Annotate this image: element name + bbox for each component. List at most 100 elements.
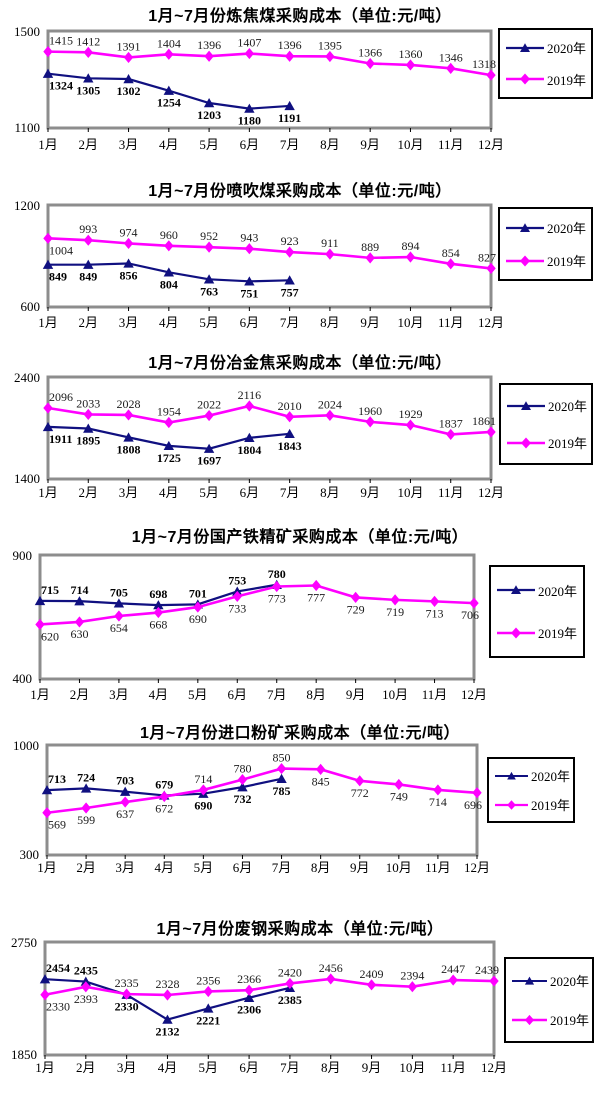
x-tick-label: 1月	[37, 860, 57, 875]
data-label: 2394	[400, 969, 424, 983]
y-axis-max-label: 1500	[14, 24, 40, 39]
triangle-line-marker-icon	[506, 222, 544, 232]
x-tick-label: 11月	[440, 1060, 466, 1075]
data-label: 2306	[237, 1003, 261, 1017]
data-label: 1318	[472, 57, 496, 71]
diamond-marker-icon	[120, 796, 130, 808]
data-label: 719	[386, 605, 404, 619]
data-label: 1395	[318, 38, 342, 52]
data-label: 732	[233, 792, 251, 806]
triangle-line-marker-icon	[495, 771, 528, 779]
x-tick-label: 11月	[422, 687, 448, 702]
x-tick-label: 4月	[159, 315, 179, 330]
triangle-marker-icon	[42, 68, 54, 78]
legend-entry-2019: 2019年	[512, 1010, 589, 1029]
x-tick-label: 8月	[321, 1060, 341, 1075]
x-tick-label: 6月	[228, 687, 248, 702]
x-tick-label: 9月	[350, 860, 370, 875]
x-tick-label: 3月	[119, 137, 139, 152]
data-label: 705	[110, 585, 128, 599]
triangle-marker-icon	[119, 786, 131, 796]
data-label: 630	[70, 627, 88, 641]
triangle-marker-icon	[276, 773, 287, 783]
y-axis-min-label: 400	[13, 671, 33, 686]
diamond-line-marker-icon	[506, 73, 544, 85]
legend-2019-label: 2019年	[547, 72, 587, 88]
triangle-marker-icon	[284, 100, 295, 111]
diamond-marker-icon	[272, 580, 282, 593]
chart-legend: 2020年 2019年	[499, 383, 593, 465]
x-tick-label: 5月	[199, 485, 219, 500]
triangle-marker-icon	[203, 1003, 214, 1013]
x-tick-label: 1月	[30, 687, 50, 702]
data-label: 2409	[360, 967, 384, 981]
diamond-marker-icon	[326, 973, 336, 985]
x-tick-label: 6月	[240, 137, 260, 152]
x-tick-label: 4月	[149, 687, 169, 702]
diamond-marker-icon	[284, 411, 295, 423]
diamond-line-marker-icon	[495, 799, 528, 810]
x-tick-label: 6月	[239, 1060, 259, 1075]
diamond-marker-icon	[448, 974, 458, 986]
data-label: 780	[268, 567, 286, 581]
legend-2020-label: 2020年	[547, 221, 587, 236]
diamond-marker-icon	[394, 778, 404, 791]
chart-legend: 2020年 2019年	[498, 207, 593, 281]
chart-pci-coal: 1月~7月份喷吹煤采购成本（单位:元/吨） 1200 600 1月 2月 3月 4月 5月 6…	[0, 170, 600, 340]
diamond-marker-icon	[366, 979, 377, 991]
data-label: 1412	[76, 34, 100, 48]
diamond-marker-icon	[244, 47, 255, 60]
chart-legend: 2020年 2019年	[489, 565, 585, 658]
x-tick-label: 2月	[79, 315, 99, 330]
x-tick-label: 7月	[280, 137, 300, 152]
x-tick-label: 3月	[117, 1060, 137, 1075]
diamond-line-marker-icon	[506, 255, 544, 266]
x-tick-label: 10月	[397, 485, 423, 500]
diamond-marker-icon	[315, 763, 326, 775]
legend-2020-label: 2020年	[549, 974, 589, 989]
diamond-marker-icon	[198, 784, 209, 796]
data-label: 889	[361, 240, 379, 254]
data-label: 2033	[76, 396, 100, 410]
x-tick-label: 5月	[199, 137, 219, 152]
legend-2019-label: 2019年	[538, 626, 578, 642]
data-label: 2116	[238, 388, 262, 402]
data-label: 690	[189, 612, 207, 626]
chart-scrap-steel: 1月~7月份废钢采购成本（单位:元/吨） 2750 1850 1月 2月 3月 4月 5月 6…	[0, 900, 600, 1101]
diamond-marker-icon	[433, 784, 443, 796]
data-label: 714	[70, 583, 88, 597]
x-tick-label: 9月	[360, 315, 380, 330]
data-label: 749	[390, 789, 408, 803]
legend-entry-2019: 2019年	[506, 70, 588, 89]
diamond-marker-icon	[486, 262, 496, 275]
chart-title: 1月~7月份国产铁精矿采购成本（单位:元/吨）	[131, 529, 469, 546]
chart-title: 1月~7月份炼焦煤采购成本（单位:元/吨）	[148, 8, 452, 25]
data-label: 1254	[157, 96, 181, 110]
legend-entry-2020: 2020年	[495, 766, 570, 785]
triangle-marker-icon	[42, 259, 54, 269]
data-label: 894	[401, 239, 419, 253]
diamond-marker-icon	[43, 46, 53, 58]
data-label: 1407	[237, 36, 261, 50]
x-tick-label: 7月	[280, 485, 300, 500]
data-label: 599	[77, 813, 95, 827]
chart-legend: 2020年 2019年	[487, 757, 575, 823]
diamond-marker-icon	[489, 975, 499, 987]
triangle-marker-icon	[83, 423, 94, 433]
data-label: 1843	[278, 439, 302, 453]
x-tick-label: 2月	[70, 687, 90, 702]
x-tick-label: 8月	[320, 137, 340, 152]
data-label: 1960	[358, 404, 382, 418]
diamond-marker-icon	[83, 408, 93, 421]
triangle-marker-icon	[244, 432, 255, 442]
legend-2020-label: 2020年	[538, 583, 578, 599]
data-label: 1415	[49, 34, 73, 48]
triangle-marker-icon	[244, 276, 255, 286]
x-tick-label: 1月	[38, 485, 58, 500]
y-axis-min-label: 600	[21, 299, 41, 314]
data-label: 1954	[157, 404, 181, 418]
legend-2019-label: 2019年	[548, 436, 588, 451]
data-label: 729	[347, 602, 365, 616]
